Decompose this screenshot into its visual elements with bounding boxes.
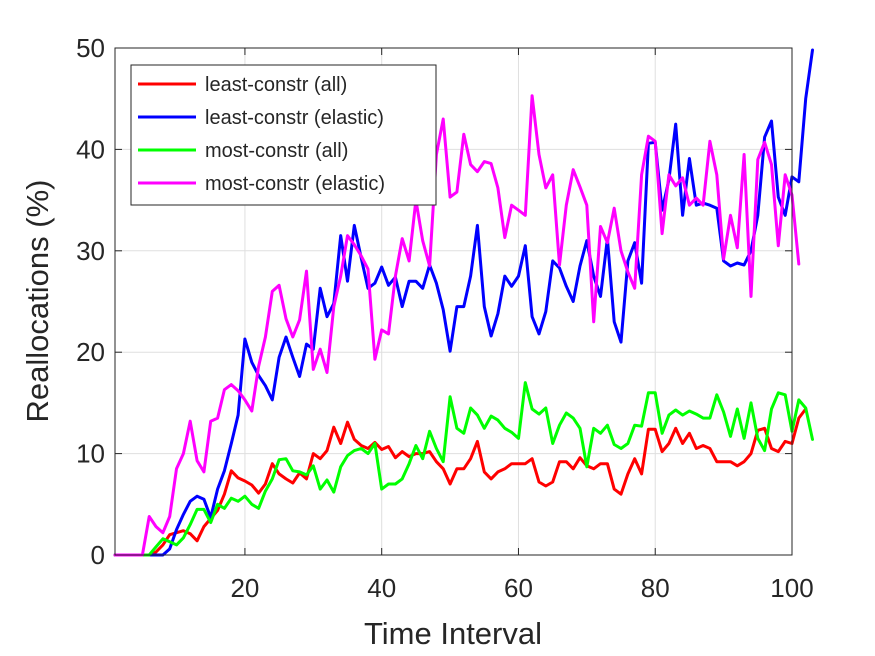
y-tick-label: 30: [76, 236, 105, 266]
series-line-most-constr-all: [113, 381, 814, 557]
plot-frame: [114, 47, 793, 556]
y-axis-ticks: 0 10 20 30 40 50: [76, 33, 792, 570]
x-tick-label: 20: [230, 573, 259, 603]
legend: least-constr (all) least-constr (elastic)…: [130, 64, 437, 206]
x-tick-label: 60: [504, 573, 533, 603]
series-line-least-constr-all: [113, 407, 808, 557]
legend-label-most-constr-elastic: most-constr (elastic): [205, 173, 385, 195]
legend-label-least-constr-all: least-constr (all): [205, 74, 347, 96]
x-tick-label: 40: [367, 573, 396, 603]
y-tick-label: 0: [91, 540, 105, 570]
legend-label-most-constr-all: most-constr (all): [205, 140, 348, 162]
x-axis-ticks: 20 40 60 80 100: [230, 48, 814, 603]
y-tick-label: 20: [76, 337, 105, 367]
series-lines: [113, 48, 814, 557]
x-axis-label: Time Interval: [364, 616, 542, 651]
y-tick-label: 50: [76, 33, 105, 63]
legend-label-least-constr-elastic: least-constr (elastic): [205, 107, 384, 129]
series-line-most-constr-elastic: [113, 94, 801, 557]
y-axis-label: Reallocations (%): [20, 180, 55, 423]
x-tick-label: 80: [641, 573, 670, 603]
y-tick-label: 10: [76, 439, 105, 469]
y-tick-label: 40: [76, 134, 105, 164]
x-tick-label: 100: [770, 573, 813, 603]
series-line-least-constr-elastic: [113, 48, 814, 557]
